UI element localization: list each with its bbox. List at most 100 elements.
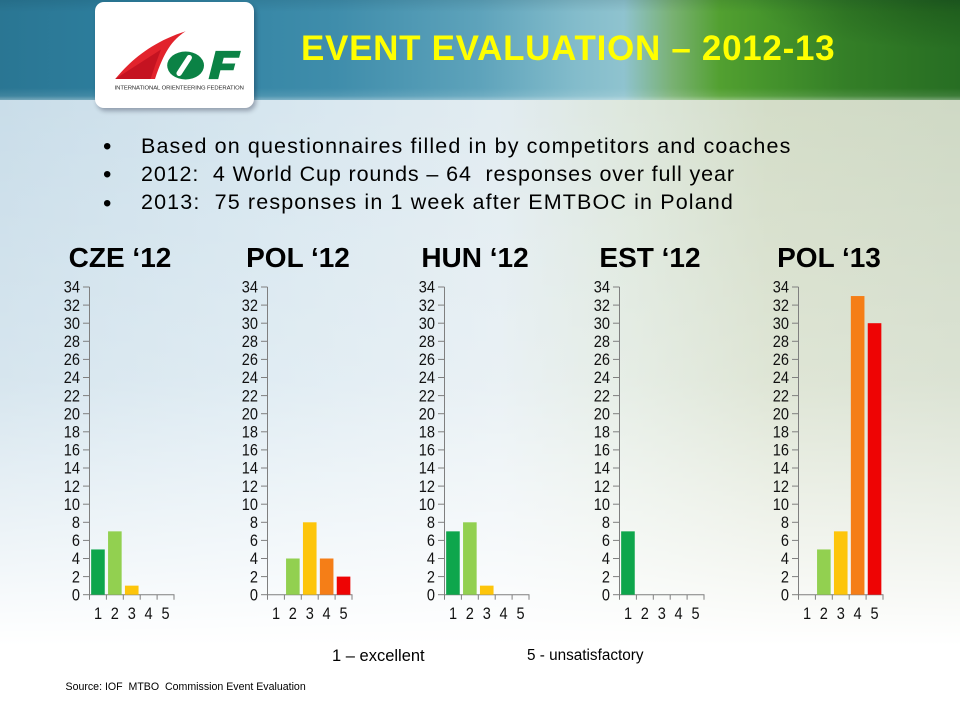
- svg-text:2: 2: [427, 568, 435, 586]
- svg-text:2: 2: [780, 568, 788, 586]
- svg-text:2: 2: [466, 605, 474, 623]
- svg-text:2: 2: [111, 605, 119, 623]
- svg-text:12: 12: [419, 478, 435, 496]
- svg-text:28: 28: [594, 333, 610, 351]
- svg-text:5: 5: [517, 605, 525, 623]
- svg-text:34: 34: [419, 279, 435, 297]
- svg-text:14: 14: [64, 460, 80, 478]
- svg-text:4: 4: [145, 605, 153, 623]
- svg-text:4: 4: [853, 605, 861, 623]
- svg-text:32: 32: [419, 297, 435, 315]
- svg-text:HUN ‘12: HUN ‘12: [422, 242, 529, 273]
- svg-text:26: 26: [594, 351, 610, 369]
- svg-text:30: 30: [594, 315, 610, 333]
- svg-text:4: 4: [675, 605, 683, 623]
- svg-text:16: 16: [594, 442, 610, 460]
- svg-text:14: 14: [594, 460, 610, 478]
- svg-text:34: 34: [594, 279, 610, 297]
- svg-text:1: 1: [624, 605, 632, 623]
- svg-text:4: 4: [250, 550, 258, 568]
- svg-text:22: 22: [772, 387, 788, 405]
- svg-text:3: 3: [306, 605, 314, 623]
- svg-text:POL ‘13: POL ‘13: [777, 242, 881, 273]
- svg-text:8: 8: [602, 514, 610, 532]
- svg-text:20: 20: [242, 405, 258, 423]
- svg-text:14: 14: [772, 460, 788, 478]
- svg-text:20: 20: [419, 405, 435, 423]
- svg-text:30: 30: [772, 315, 788, 333]
- svg-text:4: 4: [500, 605, 508, 623]
- svg-text:30: 30: [242, 315, 258, 333]
- svg-text:5: 5: [870, 605, 878, 623]
- svg-text:8: 8: [780, 514, 788, 532]
- svg-text:32: 32: [772, 297, 788, 315]
- svg-text:32: 32: [594, 297, 610, 315]
- svg-text:18: 18: [419, 424, 435, 442]
- svg-text:1: 1: [272, 605, 280, 623]
- svg-text:2: 2: [289, 605, 297, 623]
- svg-text:22: 22: [64, 387, 80, 405]
- svg-text:2: 2: [641, 605, 649, 623]
- svg-text:28: 28: [772, 333, 788, 351]
- svg-text:CZE ‘12: CZE ‘12: [69, 242, 172, 273]
- svg-text:0: 0: [780, 586, 788, 604]
- svg-text:34: 34: [242, 279, 258, 297]
- svg-text:6: 6: [427, 532, 435, 550]
- svg-text:8: 8: [250, 514, 258, 532]
- svg-text:8: 8: [72, 514, 80, 532]
- svg-text:2: 2: [819, 605, 827, 623]
- svg-text:5: 5: [339, 605, 347, 623]
- svg-text:16: 16: [772, 442, 788, 460]
- svg-text:26: 26: [64, 351, 80, 369]
- svg-text:1: 1: [802, 605, 810, 623]
- svg-text:4: 4: [322, 605, 330, 623]
- svg-text:3: 3: [658, 605, 666, 623]
- svg-text:0: 0: [602, 586, 610, 604]
- svg-text:3: 3: [128, 605, 136, 623]
- svg-text:26: 26: [419, 351, 435, 369]
- svg-text:12: 12: [242, 478, 258, 496]
- svg-text:0: 0: [250, 586, 258, 604]
- svg-text:20: 20: [772, 405, 788, 423]
- svg-text:10: 10: [64, 496, 80, 514]
- svg-text:14: 14: [419, 460, 435, 478]
- svg-text:14: 14: [242, 460, 258, 478]
- svg-text:4: 4: [780, 550, 788, 568]
- svg-text:2: 2: [72, 568, 80, 586]
- svg-text:28: 28: [242, 333, 258, 351]
- svg-text:1: 1: [94, 605, 102, 623]
- svg-text:24: 24: [594, 369, 610, 387]
- svg-text:2: 2: [250, 568, 258, 586]
- svg-text:18: 18: [772, 424, 788, 442]
- svg-text:26: 26: [772, 351, 788, 369]
- svg-text:6: 6: [602, 532, 610, 550]
- svg-text:18: 18: [594, 424, 610, 442]
- svg-text:12: 12: [64, 478, 80, 496]
- svg-text:8: 8: [427, 514, 435, 532]
- svg-text:18: 18: [242, 424, 258, 442]
- svg-text:18: 18: [64, 424, 80, 442]
- svg-text:28: 28: [64, 333, 80, 351]
- svg-text:5: 5: [161, 605, 169, 623]
- svg-text:6: 6: [780, 532, 788, 550]
- svg-text:24: 24: [64, 369, 80, 387]
- svg-text:POL ‘12: POL ‘12: [246, 242, 350, 273]
- svg-text:EST ‘12: EST ‘12: [600, 242, 701, 273]
- svg-text:20: 20: [64, 405, 80, 423]
- svg-text:3: 3: [483, 605, 491, 623]
- svg-text:10: 10: [419, 496, 435, 514]
- svg-text:5: 5: [692, 605, 700, 623]
- svg-text:20: 20: [594, 405, 610, 423]
- svg-text:30: 30: [419, 315, 435, 333]
- svg-text:6: 6: [250, 532, 258, 550]
- svg-text:4: 4: [72, 550, 80, 568]
- svg-text:34: 34: [772, 279, 788, 297]
- svg-text:12: 12: [594, 478, 610, 496]
- svg-text:16: 16: [64, 442, 80, 460]
- svg-text:24: 24: [419, 369, 435, 387]
- svg-text:4: 4: [427, 550, 435, 568]
- svg-text:22: 22: [419, 387, 435, 405]
- svg-text:12: 12: [772, 478, 788, 496]
- svg-text:32: 32: [64, 297, 80, 315]
- svg-text:24: 24: [242, 369, 258, 387]
